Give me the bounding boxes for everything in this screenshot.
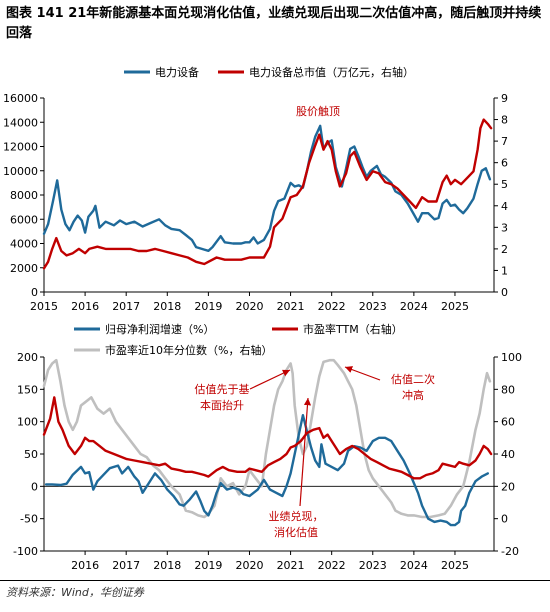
panel2-right-tick-label: 0 <box>501 513 508 526</box>
panel1-left-tick-label: 14000 <box>3 116 38 129</box>
panel2-x-tick-label: 2016 <box>71 559 99 572</box>
panel1-left-tick-label: 0 <box>31 286 38 299</box>
panel1-left-tick-label: 2000 <box>10 262 38 275</box>
panel2-right-tick-label: 20 <box>501 480 515 493</box>
source-note: 资料来源：Wind，华创证券 <box>6 586 144 599</box>
panel2-x-tick-label: 2025 <box>441 559 469 572</box>
annotation-digest-line2: 消化估值 <box>274 525 318 539</box>
panel1-left-tick-label: 16000 <box>3 92 38 105</box>
panel1-left-tick-label: 6000 <box>10 213 38 226</box>
panel1-right-tick-label: 4 <box>501 200 508 213</box>
panel1-left-tick-label: 8000 <box>10 189 38 202</box>
panel2-series-2 <box>42 358 492 519</box>
panel2-left-tick-label: -100 <box>13 545 38 558</box>
panel2-x-tick-label: 2023 <box>359 559 387 572</box>
annotation-valuation-first-line2: 本面抬升 <box>200 398 244 412</box>
panel1-series-0 <box>42 124 492 252</box>
panel1-x-tick-label: 2024 <box>400 300 428 313</box>
panel2-x-tick-label: 2017 <box>112 559 140 572</box>
panel1-series-1 <box>42 118 493 270</box>
panel1-x-tick-label: 2017 <box>112 300 140 313</box>
annotation-peak: 股价触顶 <box>296 104 340 118</box>
panel2-left-tick-label: 150 <box>17 383 38 396</box>
legend1-label-red: 电力设备总市值（万亿元，右轴） <box>249 65 414 79</box>
panel1-x-tick-label: 2019 <box>194 300 222 313</box>
panel2-right-tick-label: -20 <box>501 545 519 558</box>
panel1-right-tick-label: 1 <box>501 264 508 277</box>
panel1-x-tick-label: 2015 <box>30 300 58 313</box>
panel1-x-tick-label: 2018 <box>153 300 181 313</box>
annotation-valuation-first-line1: 估值先于基 <box>195 383 250 396</box>
panel1-right-tick-label: 0 <box>501 286 508 299</box>
panel1-right-tick-label: 8 <box>501 114 508 127</box>
panel2-left-tick-label: 50 <box>24 448 38 461</box>
panel1-right-tick-label: 6 <box>501 157 508 170</box>
annotation-second-peak-line1: 估值二次 <box>391 372 435 386</box>
panel1-left-tick-label: 4000 <box>10 238 38 251</box>
panel1-right-tick-label: 3 <box>501 221 508 234</box>
panel1-right-tick-label: 5 <box>501 178 508 191</box>
panel2-x-tick-label: 2019 <box>194 559 222 572</box>
legend2-label-grey: 市盈率近10年分位数（%，右轴） <box>105 343 272 357</box>
panel1-left-tick-label: 12000 <box>3 141 38 154</box>
panel1-right-tick-label: 9 <box>501 92 508 105</box>
panel1-x-tick-label: 2025 <box>441 300 469 313</box>
panel2-left-tick-label: 100 <box>17 416 38 429</box>
panel2-left-tick-label: 0 <box>31 480 38 493</box>
annotation-second-peak-line2: 冲高 <box>402 388 424 402</box>
panel2-x-tick-label: 2020 <box>235 559 263 572</box>
panel2-right-tick-label: 40 <box>501 448 515 461</box>
panel1-x-tick-label: 2020 <box>235 300 263 313</box>
panel1-x-tick-label: 2021 <box>277 300 305 313</box>
panel1-right-tick-label: 2 <box>501 243 508 256</box>
footer-divider <box>0 580 550 581</box>
panel2-series-1 <box>42 396 493 480</box>
panel2-right-tick-label: 60 <box>501 416 515 429</box>
legend2-label-red: 市盈率TTM（右轴） <box>303 322 403 336</box>
panel1-x-tick-label: 2016 <box>71 300 99 313</box>
legend2-label-blue: 归母净利润增速（%） <box>105 322 214 336</box>
annotation-arrow-3 <box>344 366 381 381</box>
panel2-left-tick-label: -50 <box>20 513 38 526</box>
panel2-series-0 <box>44 414 489 527</box>
figure-title: 图表 141 21年新能源基本面兑现消化估值，业绩兑现后出现二次估值冲高，随后触… <box>6 6 542 41</box>
panel2-x-tick-label: 2022 <box>318 559 346 572</box>
panel1-x-tick-label: 2022 <box>318 300 346 313</box>
panel2-x-tick-label: 2018 <box>153 559 181 572</box>
annotation-digest-line1: 业绩兑现， <box>269 509 324 523</box>
panel2-right-tick-label: 80 <box>501 383 515 396</box>
panel1-right-tick-label: 7 <box>501 135 508 148</box>
panel2-x-tick-label: 2021 <box>277 559 305 572</box>
panel1-left-tick-label: 10000 <box>3 165 38 178</box>
panel2-left-tick-label: 200 <box>17 351 38 364</box>
legend1-label-blue: 电力设备 <box>155 65 199 79</box>
annotation-arrow-2 <box>299 397 312 507</box>
panel1-x-tick-label: 2023 <box>359 300 387 313</box>
annotation-arrow-1 <box>249 369 291 390</box>
panel2-right-tick-label: 100 <box>501 351 522 364</box>
panel2-x-tick-label: 2024 <box>400 559 428 572</box>
